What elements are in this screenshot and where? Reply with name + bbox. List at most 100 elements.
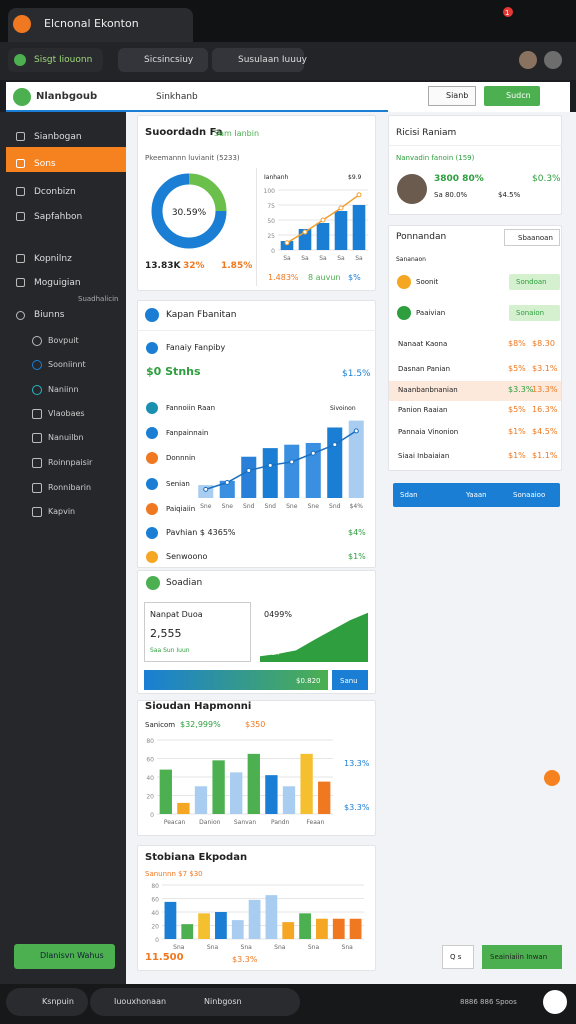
donut-segment	[151, 173, 227, 249]
label: $1.1%	[532, 451, 558, 460]
sidebar-button[interactable]	[14, 944, 115, 969]
icon	[14, 54, 26, 66]
header-button[interactable]	[484, 86, 540, 106]
sidebar-item[interactable]: Sons	[34, 159, 56, 169]
label: Sivoinon	[330, 405, 356, 412]
label: Saa Sun Iuun	[150, 647, 190, 654]
header-button[interactable]	[428, 86, 476, 106]
sidebar-subitem[interactable]: Sooniinnt	[48, 360, 86, 369]
pill-button[interactable]	[509, 274, 560, 290]
x-tick-label: Sa	[283, 255, 291, 262]
sidebar-item[interactable]: Dconbizn	[34, 187, 76, 197]
label: Sanicom	[145, 721, 176, 729]
label: Sam Ianbin	[214, 129, 260, 138]
x-tick-label: Feaan	[306, 819, 324, 826]
x-tick-label: Sa	[355, 255, 363, 262]
avatar	[519, 51, 537, 69]
tab[interactable]	[8, 8, 193, 42]
bar	[282, 786, 296, 814]
pill-button[interactable]	[509, 305, 560, 321]
label: 1.483%	[268, 273, 299, 282]
label: $0.3%	[532, 174, 561, 184]
button-text[interactable]: Sonaion	[516, 309, 545, 317]
y-tick-label: 25	[267, 233, 275, 240]
sidebar-subitem[interactable]: Ronnibarin	[48, 483, 92, 492]
icon	[146, 503, 158, 515]
button[interactable]	[442, 945, 474, 969]
avatar	[397, 174, 427, 204]
toolbar-text[interactable]: Sisgt Iiouonn	[34, 55, 93, 65]
label: $8%	[508, 339, 526, 348]
fab	[544, 770, 560, 786]
sidebar-group[interactable]: Biunns	[34, 310, 65, 320]
label: 8 auvun	[308, 273, 341, 282]
label: Ponnandan	[396, 232, 447, 242]
sidebar-subitem[interactable]: Vlaobaes	[48, 409, 85, 418]
task-label[interactable]: Ksnpuin	[42, 997, 74, 1006]
row-highlight	[389, 381, 561, 401]
action-button[interactable]: Sonaaioo	[513, 491, 546, 499]
header-button-text[interactable]: Sianb	[446, 91, 469, 100]
bar	[181, 924, 194, 939]
sidebar-icon	[16, 311, 25, 320]
chart: 0 25 50 75 100 Sa Sa Sa Sa Sa	[264, 188, 368, 262]
bar	[219, 480, 235, 498]
sidebar-subitem[interactable]: Naniinn	[48, 385, 79, 394]
button[interactable]	[504, 229, 560, 246]
app-header	[6, 82, 388, 112]
sidebar-icon	[16, 187, 25, 196]
bar	[215, 912, 227, 939]
x-tick-label: Sa	[319, 255, 327, 262]
sidebar-item[interactable]: Kopnilnz	[34, 254, 72, 264]
action-button[interactable]: Sdan	[400, 491, 418, 499]
task-label[interactable]: Ninbgosn	[204, 997, 242, 1006]
toolbar-text[interactable]: Sicsincsiuy	[144, 55, 194, 65]
action-button[interactable]: Yaaan	[466, 491, 487, 499]
sidebar-subitem[interactable]: Roinnpaisir	[48, 458, 93, 467]
icon	[146, 427, 158, 439]
sidebar-item[interactable]: Sapfahbon	[34, 212, 83, 222]
bar	[299, 913, 311, 939]
header-tab[interactable]: Sinkhanb	[156, 92, 198, 102]
label: Paiqiaiin	[166, 505, 196, 513]
button-text[interactable]: Sondoan	[516, 278, 547, 286]
sidebar-icon	[32, 483, 42, 493]
sidebar-subitem[interactable]: Bovpuit	[48, 336, 79, 345]
button-text[interactable]: Sbaanoan	[518, 234, 553, 242]
task[interactable]	[6, 988, 88, 1016]
task[interactable]	[90, 988, 300, 1016]
label: $8.30	[532, 339, 555, 348]
bar	[177, 802, 190, 814]
sidebar-item[interactable]: Moguigian	[34, 278, 81, 288]
button[interactable]	[332, 670, 368, 690]
button[interactable]	[482, 945, 562, 969]
x-tick-label: Sna	[207, 944, 219, 951]
avatar	[544, 51, 562, 69]
bar	[248, 899, 261, 939]
x-tick-label: Sa	[337, 255, 345, 262]
sidebar-subitem[interactable]: Nanuilbn	[48, 433, 84, 442]
bar	[212, 760, 225, 814]
sidebar-item[interactable]: Sianbogan	[34, 132, 82, 142]
icon	[145, 308, 159, 322]
sidebar-icon	[16, 159, 25, 168]
sidebar-subitem[interactable]: Kapvin	[48, 507, 76, 516]
y-tick-label: 0	[271, 248, 275, 255]
header-button-text[interactable]: Sudcn	[506, 91, 531, 100]
toolbar-chip[interactable]	[118, 48, 208, 72]
line-point	[356, 192, 362, 198]
y-tick-label: 40	[151, 910, 159, 917]
button-text[interactable]: Q s	[450, 953, 462, 961]
line-point	[203, 486, 209, 492]
sidebar-icon	[32, 336, 42, 346]
bar	[316, 918, 328, 939]
label: 1.85%	[221, 261, 253, 271]
sidebar-icon	[32, 385, 42, 395]
button-text[interactable]: Sanu	[340, 677, 358, 685]
task-label[interactable]: Iuouxhonaan	[114, 997, 167, 1006]
toolbar-text[interactable]: Susulaan Iuuuy	[238, 55, 307, 65]
button-text[interactable]: Seainiaiin Inwan	[490, 953, 548, 961]
bar	[332, 918, 345, 939]
toolbar-chip[interactable]	[212, 48, 304, 72]
sidebar-button-text[interactable]: Dlanisvn Wahus	[40, 951, 104, 960]
